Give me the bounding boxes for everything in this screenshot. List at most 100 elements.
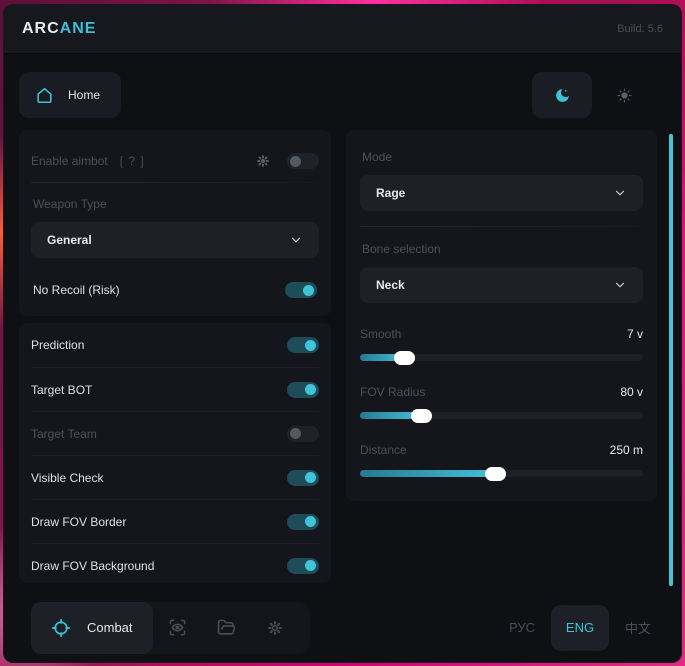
smooth-label: Smooth [360, 327, 402, 341]
fov-radius-slider-head: FOV Radius 80 v [360, 385, 643, 399]
chevron-down-icon [613, 186, 627, 200]
mode-value: Rage [376, 186, 406, 200]
light-theme-button[interactable] [594, 72, 654, 118]
smooth-slider[interactable] [360, 350, 643, 365]
smooth-slider-knob[interactable] [394, 350, 416, 365]
option-label: Target Team [31, 426, 97, 441]
divider [31, 182, 319, 183]
option-label: Visible Check [31, 470, 104, 485]
targeting-card: Mode Rage Bone selection Neck Smooth 7 v [346, 130, 657, 501]
language-button-zh[interactable]: 中文 [624, 621, 651, 636]
smooth-slider-fill [360, 350, 416, 365]
left-column: Enable aimbot [ ? ] Weapon Type General … [19, 130, 331, 583]
options-card: Prediction Target BOT Target Team Visibl… [19, 323, 331, 583]
weapon-type-dropdown[interactable]: General [31, 222, 319, 258]
moon-icon [555, 88, 569, 102]
prediction-toggle[interactable] [287, 337, 319, 353]
logo-text-accent: ANE [59, 20, 97, 37]
gear-icon [268, 620, 283, 635]
weapon-type-label: Weapon Type [33, 197, 107, 211]
enable-aimbot-label: Enable aimbot [31, 154, 108, 168]
sun-icon [617, 88, 631, 102]
combat-tab-button[interactable]: Combat [31, 601, 153, 654]
fov-radius-slider-knob[interactable] [411, 408, 433, 423]
bottom-bar: Combat РУС ENG 中文 [4, 599, 681, 662]
configs-tab-button[interactable] [202, 602, 251, 654]
app-logo: ARCANE [22, 20, 96, 38]
chevron-down-icon [613, 278, 627, 292]
option-label: Draw FOV Background [31, 558, 155, 573]
mode-label: Mode [362, 150, 393, 164]
smooth-slider-head: Smooth 7 v [360, 327, 643, 341]
crosshair-icon [51, 618, 71, 637]
language-button-eng[interactable]: ENG [551, 604, 609, 651]
aimbot-settings-gear-icon[interactable] [255, 153, 271, 169]
language-button-rus[interactable]: РУС [508, 620, 536, 635]
app-window: ARCANE Build: 5.6 Home Enable aimbot [ ?… [3, 4, 682, 663]
option-label: Target BOT [31, 382, 93, 397]
bone-selection-dropdown[interactable]: Neck [360, 267, 643, 303]
enable-aimbot-row: Enable aimbot [ ? ] [31, 140, 319, 182]
distance-slider-fill [360, 466, 506, 481]
chevron-down-icon [289, 233, 303, 247]
divider [360, 226, 643, 227]
distance-slider-head: Distance 250 m [360, 443, 643, 457]
draw-fov-border-toggle[interactable] [287, 513, 319, 530]
dark-theme-button[interactable] [532, 72, 592, 118]
option-row-visible-check: Visible Check [31, 455, 319, 499]
build-version: Build: 5.6 [617, 23, 663, 35]
title-bar: ARCANE Build: 5.6 [4, 5, 681, 54]
toggle-knob [305, 472, 316, 483]
nav-row: Home [4, 54, 681, 130]
target-bot-toggle[interactable] [287, 381, 319, 398]
toggle-knob [290, 428, 301, 439]
bone-selection-label: Bone selection [362, 242, 441, 256]
home-button[interactable]: Home [19, 72, 121, 118]
toggle-knob [305, 560, 316, 571]
language-switcher: РУС ENG 中文 [493, 604, 667, 651]
bone-selection-value: Neck [376, 278, 405, 292]
option-row-prediction: Prediction [31, 323, 319, 367]
fov-radius-label: FOV Radius [360, 385, 426, 399]
combat-label: Combat [87, 620, 133, 635]
theme-switcher [532, 72, 654, 118]
settings-tab-button[interactable] [251, 602, 300, 654]
toggle-knob [305, 339, 316, 351]
home-icon [37, 87, 52, 103]
target-team-toggle[interactable] [287, 425, 319, 442]
visuals-tab-button[interactable] [153, 602, 202, 654]
option-label: Prediction [31, 338, 85, 352]
toggle-knob [290, 155, 301, 167]
option-row-draw-fov-background: Draw FOV Background [31, 543, 319, 583]
option-label: Draw FOV Border [31, 514, 127, 529]
distance-label: Distance [360, 443, 407, 457]
toggle-knob [305, 516, 316, 527]
option-row-target-team: Target Team [31, 411, 319, 455]
distance-slider[interactable] [360, 466, 643, 481]
home-label: Home [68, 88, 101, 102]
distance-value: 250 m [609, 443, 643, 457]
enable-aimbot-toggle[interactable] [287, 153, 319, 169]
smooth-value: 7 v [626, 327, 643, 341]
weapon-type-value: General [47, 233, 92, 247]
toggle-knob [303, 284, 314, 296]
no-recoil-label: No Recoil (Risk) [33, 283, 120, 297]
option-row-target-bot: Target BOT [31, 367, 319, 411]
scrollbar[interactable] [669, 134, 673, 586]
fov-radius-slider-fill [360, 408, 433, 423]
aimbot-card: Enable aimbot [ ? ] Weapon Type General … [19, 130, 331, 316]
fov-radius-value: 80 v [620, 385, 643, 399]
mode-dropdown[interactable]: Rage [360, 175, 643, 211]
draw-fov-background-toggle[interactable] [287, 557, 319, 574]
fov-radius-slider[interactable] [360, 408, 643, 423]
tools-group: Combat [31, 601, 310, 654]
enable-aimbot-help[interactable]: [ ? ] [119, 154, 145, 168]
distance-slider-knob[interactable] [484, 466, 506, 481]
toggle-knob [305, 384, 316, 395]
right-column: Mode Rage Bone selection Neck Smooth 7 v [346, 130, 657, 583]
visible-check-toggle[interactable] [287, 469, 319, 486]
no-recoil-toggle[interactable] [285, 282, 317, 298]
scan-eye-icon [169, 619, 185, 636]
main-content: Enable aimbot [ ? ] Weapon Type General … [4, 130, 681, 583]
logo-text-primary: ARC [22, 20, 60, 37]
